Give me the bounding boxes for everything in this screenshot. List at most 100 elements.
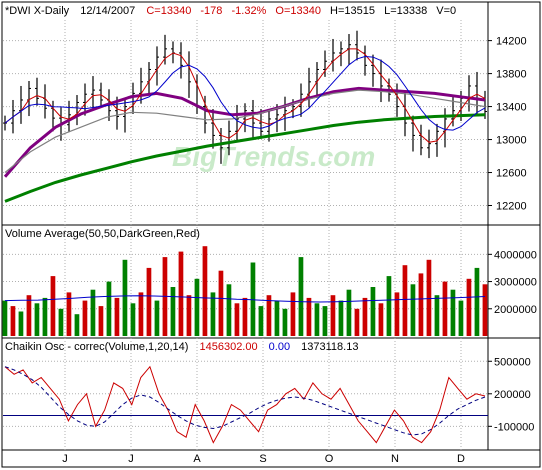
price-panel bbox=[3, 30, 487, 203]
volume-bar bbox=[42, 297, 48, 336]
volume-bar bbox=[322, 306, 328, 336]
moving-average-line bbox=[4, 113, 486, 203]
volume-bar bbox=[194, 278, 200, 336]
volume-bar bbox=[346, 289, 352, 336]
volume-bar bbox=[266, 295, 272, 336]
volume-bar bbox=[130, 303, 136, 336]
chaikin-value-3: 1373118.13 bbox=[301, 341, 358, 353]
y-tick-labels: 12200 12600 13000 13400 13800 14200 2000000 300… bbox=[488, 36, 537, 433]
volume-bar bbox=[442, 281, 448, 336]
volume-bar bbox=[90, 289, 96, 336]
x-tick-label: O bbox=[325, 453, 334, 465]
header-low: L=13338 bbox=[384, 5, 427, 17]
header-close: C=13340 bbox=[146, 5, 191, 17]
volume-panel-title: Volume Average(50,50,DarkGreen,Red) bbox=[5, 228, 200, 240]
volume-bar bbox=[242, 297, 248, 336]
short-moving-average-line bbox=[4, 48, 486, 143]
volume-bar bbox=[378, 303, 384, 336]
chaikin-value-2: 0.00 bbox=[269, 341, 290, 353]
header-high: H=13515 bbox=[330, 5, 375, 17]
x-tick-label: D bbox=[457, 453, 465, 465]
short-moving-average-line bbox=[4, 55, 486, 131]
volume-bar bbox=[154, 300, 160, 336]
y-tick-label: 13400 bbox=[496, 102, 527, 114]
header-volume: V=0 bbox=[436, 5, 456, 17]
header-change: -178 bbox=[200, 5, 222, 17]
volume-average-line bbox=[4, 295, 486, 303]
volume-bar bbox=[338, 300, 344, 336]
volume-bar bbox=[202, 246, 208, 336]
y-tick-label: 500000 bbox=[494, 356, 531, 368]
volume-bar bbox=[226, 284, 232, 336]
chaikin-title: Chaikin Osc - correc(Volume,1,20,14) bbox=[5, 341, 188, 353]
volume-bar bbox=[258, 306, 264, 336]
volume-bar bbox=[482, 284, 488, 336]
volume-bar bbox=[210, 292, 216, 336]
header-date: 12/14/2007 bbox=[80, 5, 135, 17]
y-tick-label: 14200 bbox=[496, 36, 527, 48]
y-tick-label: 200000 bbox=[494, 389, 531, 401]
volume-bar bbox=[410, 284, 416, 336]
header-symbol: *DWI X-Daily bbox=[5, 5, 70, 17]
volume-bar bbox=[74, 314, 80, 336]
x-tick-label: J bbox=[128, 453, 134, 465]
volume-bar bbox=[26, 295, 32, 336]
volume-bar bbox=[298, 257, 304, 336]
volume-bar bbox=[58, 308, 64, 336]
header-open: O=13340 bbox=[275, 5, 321, 17]
volume-bar bbox=[282, 308, 288, 336]
volume-bar bbox=[330, 295, 336, 336]
volume-bar bbox=[18, 311, 24, 336]
volume-bar bbox=[274, 300, 280, 336]
volume-bar bbox=[34, 303, 40, 336]
volume-bar bbox=[466, 278, 472, 336]
volume-bar bbox=[218, 270, 224, 336]
x-tick-label: S bbox=[259, 453, 266, 465]
volume-bar bbox=[370, 287, 376, 336]
y-tick-label: 3000000 bbox=[494, 277, 537, 289]
volume-bar bbox=[66, 292, 72, 336]
x-tick-label: J bbox=[62, 453, 68, 465]
volume-bar bbox=[434, 295, 440, 336]
volume-bar bbox=[106, 281, 112, 336]
volume-bar bbox=[2, 300, 8, 336]
volume-bar bbox=[418, 273, 424, 336]
x-tick-label: A bbox=[193, 453, 201, 465]
volume-bar bbox=[386, 276, 392, 336]
volume-bar bbox=[234, 303, 240, 336]
volume-bar bbox=[458, 300, 464, 336]
y-tick-label: 13000 bbox=[496, 135, 527, 147]
volume-bar bbox=[114, 297, 120, 336]
volume-bar bbox=[138, 292, 144, 336]
y-tick-label: 12200 bbox=[496, 201, 527, 213]
volume-bar bbox=[290, 292, 296, 336]
volume-bar bbox=[250, 262, 256, 336]
volume-bar bbox=[474, 267, 480, 336]
moving-average-line bbox=[4, 89, 486, 173]
volume-bar bbox=[354, 308, 360, 336]
volume-bar bbox=[98, 306, 104, 336]
volume-panel bbox=[2, 246, 488, 336]
volume-bar bbox=[314, 303, 320, 336]
y-tick-label: 4000000 bbox=[494, 249, 537, 261]
chaikin-line bbox=[4, 366, 486, 436]
volume-bar bbox=[10, 306, 16, 336]
volume-bar bbox=[362, 297, 368, 336]
header-line: *DWI X-Daily 12/14/2007 C=13340 -178 -1.… bbox=[5, 5, 456, 17]
chaikin-header: Chaikin Osc - correc(Volume,1,20,14) 145… bbox=[5, 341, 358, 353]
header-change-pct: -1.32% bbox=[231, 5, 266, 17]
moving-average-line bbox=[3, 86, 486, 178]
volume-bar bbox=[306, 297, 312, 336]
chaikin-panel bbox=[3, 365, 488, 444]
volume-bar bbox=[122, 259, 128, 336]
y-tick-label: 13800 bbox=[496, 69, 527, 81]
volume-bar bbox=[394, 292, 400, 336]
volume-bar bbox=[170, 287, 176, 336]
y-tick-label: 12600 bbox=[496, 168, 527, 180]
volume-bar bbox=[186, 295, 192, 336]
chaikin-value-1: 1456302.00 bbox=[199, 341, 257, 353]
volume-bar bbox=[450, 289, 456, 336]
